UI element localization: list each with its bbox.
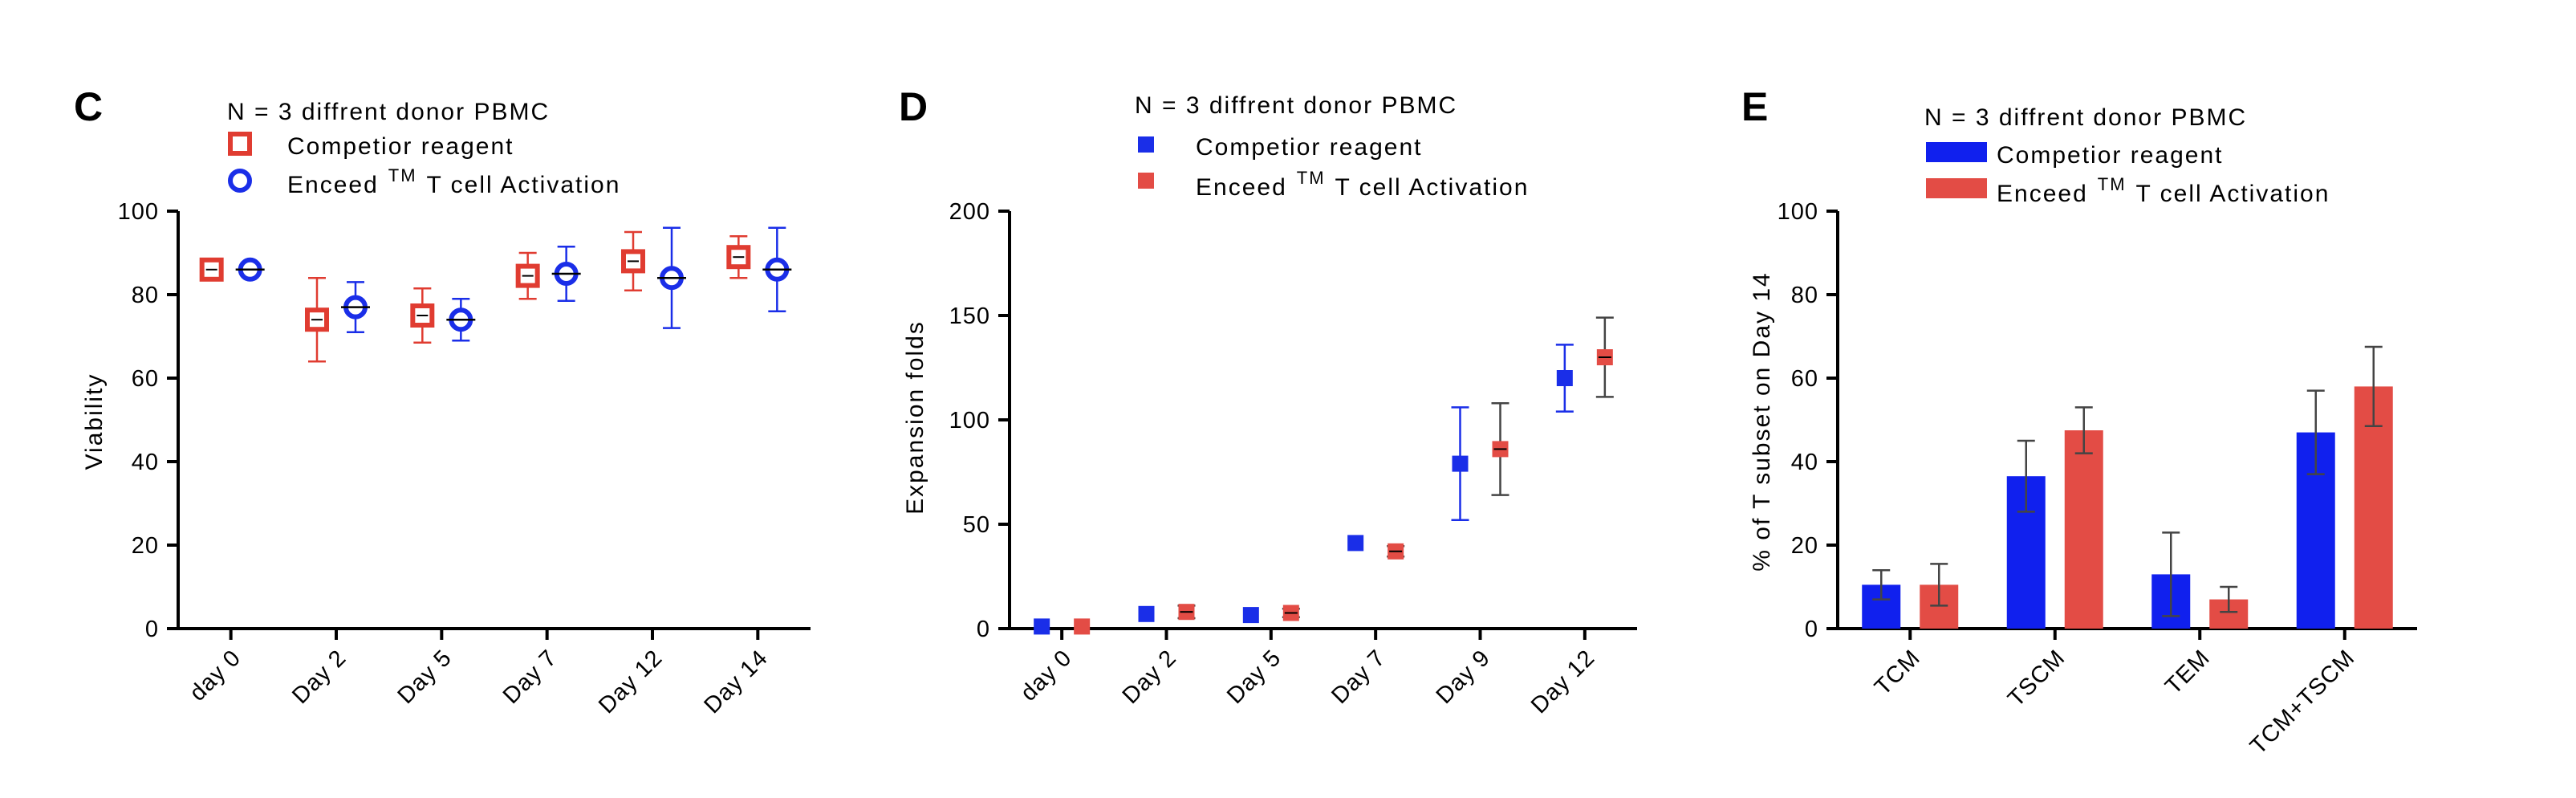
x-tick-label: Day 12 xyxy=(594,645,668,719)
legend-label-brand: Enceed xyxy=(1997,181,2088,207)
x-tick-label: TEM xyxy=(2160,645,2215,699)
legend-label: Enceed TM T cell Activation xyxy=(287,165,620,198)
y-axis-title: Viability xyxy=(81,373,108,470)
y-tick-label: 50 xyxy=(963,512,990,538)
legend-title: N = 3 diffrent donor PBMC xyxy=(1924,104,2247,131)
x-axis: TCM TSCM TEM TCM+TSCM xyxy=(1836,627,2417,759)
data-point xyxy=(1034,618,1050,635)
x-axis: day 0 Day 2 Day 5 Day 7 Day 12 Day 14 xyxy=(177,627,811,719)
panel-letter: D xyxy=(899,84,928,129)
legend-entry-series-1: Competior reagent xyxy=(228,132,514,160)
y-axis: 0 20 40 60 80 100 xyxy=(118,199,180,642)
y-tick-label: 100 xyxy=(1778,199,1818,225)
panel-d-expansion-chart: D N = 3 diffrent donor PBMC Competior re… xyxy=(899,84,1637,719)
legend-entry-series-2: Enceed TM T cell Activation xyxy=(1926,174,2330,207)
legend-marker-filled-square xyxy=(1138,173,1154,189)
trademark-superscript: TM xyxy=(2098,174,2127,194)
x-tick-label: Day 12 xyxy=(1526,645,1600,719)
data-marks xyxy=(199,226,792,363)
data-point xyxy=(1347,535,1364,552)
x-tick-label: TSCM xyxy=(2003,645,2070,712)
data-marks xyxy=(1862,345,2393,629)
y-tick-label: 0 xyxy=(977,617,990,642)
data-point xyxy=(1452,455,1469,472)
legend-label-rest: T cell Activation xyxy=(427,172,621,198)
y-axis: 0 50 100 150 200 xyxy=(949,199,1011,642)
x-tick-label: Day 5 xyxy=(393,645,457,709)
y-tick-label: 100 xyxy=(118,199,159,225)
x-axis: day 0 Day 2 Day 5 Day 7 Day 9 Day 12 xyxy=(1008,627,1637,719)
data-point xyxy=(410,303,435,328)
legend-swatch xyxy=(1926,142,1987,162)
legend-label: Competior reagent xyxy=(287,133,514,160)
legend-title: N = 3 diffrent donor PBMC xyxy=(227,99,550,125)
x-tick-label: Day 7 xyxy=(1327,645,1391,709)
y-tick-label: 150 xyxy=(949,303,990,329)
y-tick-label: 20 xyxy=(132,533,159,559)
x-tick-label: Day 5 xyxy=(1222,645,1286,709)
legend-swatch xyxy=(1926,178,1987,198)
legend-label: Competior reagent xyxy=(1997,142,2223,169)
x-tick-label: TCM xyxy=(1870,645,1925,700)
y-tick-label: 20 xyxy=(1791,533,1818,559)
data-marks xyxy=(1034,316,1614,635)
panel-letter: C xyxy=(74,84,103,129)
data-point xyxy=(1138,605,1155,622)
data-point xyxy=(1242,607,1259,624)
legend-label: Enceed TM T cell Activation xyxy=(1196,168,1529,201)
legend-label-brand: Enceed xyxy=(1196,174,1287,201)
x-tick-label: Day 2 xyxy=(1118,645,1182,709)
legend-label-brand: Enceed xyxy=(287,172,379,198)
x-tick-label: Day 14 xyxy=(699,645,773,719)
legend-title: N = 3 diffrent donor PBMC xyxy=(1135,92,1457,119)
y-axis-title: % of T subset on Day 14 xyxy=(1749,271,1775,571)
legend-marker-filled-square xyxy=(1138,136,1154,153)
x-tick-label: TCM+TSCM xyxy=(2245,645,2360,759)
legend-marker-open-circle xyxy=(228,169,252,193)
trademark-superscript: TM xyxy=(388,165,417,185)
y-tick-label: 80 xyxy=(1791,283,1818,308)
legend-label: Competior reagent xyxy=(1196,134,1422,161)
panel-e-t-subset-chart: E N = 3 diffrent donor PBMC Competior re… xyxy=(1741,84,2417,759)
data-point xyxy=(1556,370,1573,386)
legend-entry-series-2: Enceed TM T cell Activation xyxy=(228,165,620,198)
legend-label: Enceed TM T cell Activation xyxy=(1997,174,2330,207)
panel-letter: E xyxy=(1741,84,1768,129)
x-tick-label: Day 2 xyxy=(287,645,351,709)
data-point xyxy=(199,257,224,282)
data-point xyxy=(1074,618,1091,635)
y-axis: 0 20 40 60 80 100 xyxy=(1778,199,1839,642)
y-tick-label: 100 xyxy=(949,408,990,434)
x-tick-label: Day 9 xyxy=(1432,645,1496,709)
legend-entry-series-2: Enceed TM T cell Activation xyxy=(1138,168,1529,201)
y-tick-label: 0 xyxy=(145,617,159,642)
trademark-superscript: TM xyxy=(1297,168,1326,188)
x-tick-label: day 0 xyxy=(1016,645,1077,706)
legend-entry-series-1: Competior reagent xyxy=(1138,134,1422,161)
panel-c-viability-chart: C N = 3 diffrent donor PBMC Competior re… xyxy=(74,84,811,719)
legend-marker-open-square xyxy=(228,132,252,156)
y-tick-label: 200 xyxy=(949,199,990,225)
y-axis-title: Expansion folds xyxy=(902,320,928,515)
x-tick-label: day 0 xyxy=(185,645,246,706)
legend-label-rest: T cell Activation xyxy=(1335,174,1530,201)
y-tick-label: 60 xyxy=(132,366,159,392)
y-tick-label: 60 xyxy=(1791,366,1818,392)
y-tick-label: 40 xyxy=(1791,450,1818,475)
data-point xyxy=(515,263,540,288)
bar xyxy=(2064,430,2103,629)
legend-label-rest: T cell Activation xyxy=(2136,181,2330,207)
legend-entry-series-1: Competior reagent xyxy=(1926,142,2223,169)
y-tick-label: 40 xyxy=(132,450,159,475)
y-tick-label: 0 xyxy=(1805,617,1818,642)
x-tick-label: Day 7 xyxy=(498,645,563,709)
y-tick-label: 80 xyxy=(132,283,159,308)
